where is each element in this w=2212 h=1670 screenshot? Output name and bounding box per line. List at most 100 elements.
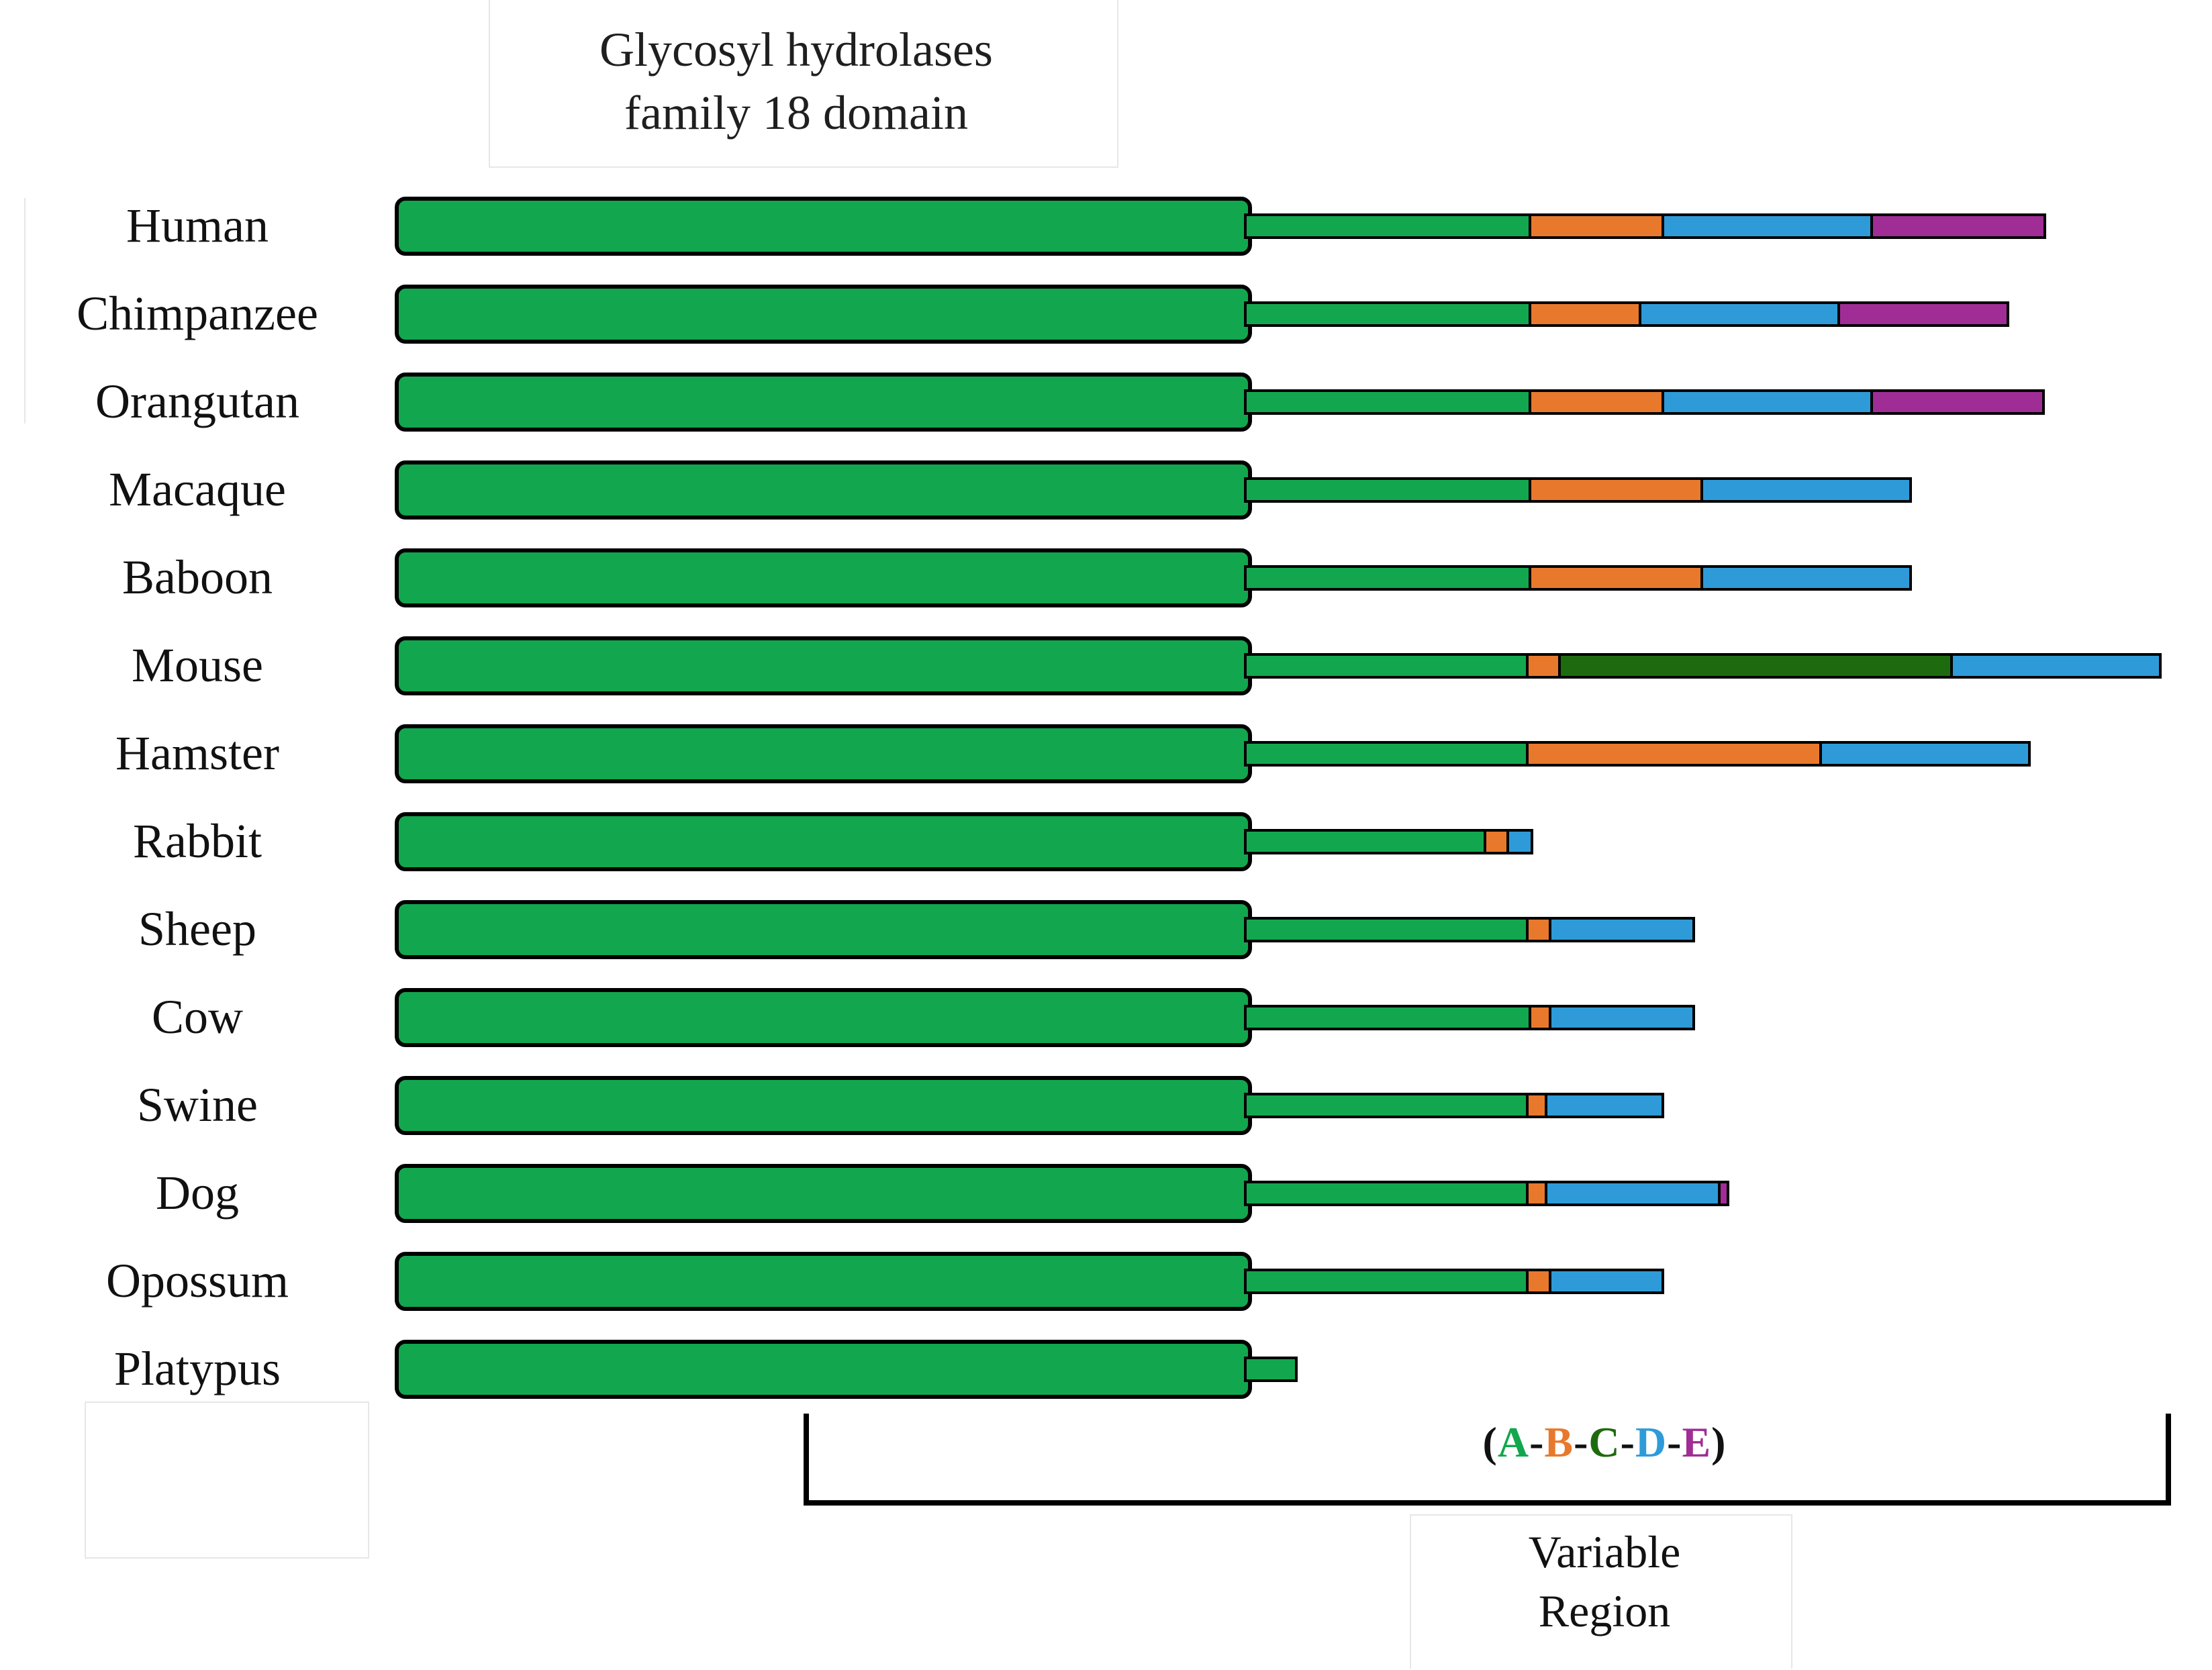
species-label: Platypus bbox=[113, 1342, 281, 1395]
species-row: Human bbox=[0, 182, 2162, 270]
protein-bar bbox=[395, 1251, 1664, 1311]
species-row: Swine bbox=[0, 1061, 2162, 1149]
species-label: Macaque bbox=[109, 462, 286, 516]
segment-A bbox=[1244, 389, 1531, 415]
segment-E bbox=[1837, 301, 2009, 327]
species-label: Hamster bbox=[115, 726, 279, 780]
variable-region-segments bbox=[1244, 916, 1695, 942]
segment-D bbox=[1639, 301, 1840, 327]
segment-A bbox=[1244, 1092, 1529, 1118]
faint-outline-variable-region-box bbox=[1410, 1514, 1792, 1669]
species-label: Rabbit bbox=[133, 814, 262, 868]
legend-paren-open: ( bbox=[1482, 1418, 1498, 1466]
species-row: Chimpanzee bbox=[0, 270, 2162, 358]
segment-D bbox=[1545, 1092, 1664, 1118]
species-label: Swine bbox=[137, 1078, 258, 1132]
variable-region-segments bbox=[1244, 1004, 1695, 1030]
gh18-domain-block bbox=[395, 724, 1252, 783]
gh18-domain-block bbox=[395, 372, 1252, 432]
protein-bar bbox=[395, 460, 1912, 520]
variable-region-label-line2: Region bbox=[1538, 1585, 1671, 1637]
segment-E bbox=[1718, 1180, 1729, 1206]
legend-letter-B: B bbox=[1544, 1418, 1574, 1466]
protein-bar bbox=[395, 812, 1533, 871]
species-label: Cow bbox=[151, 990, 244, 1044]
segment-legend: (A-B-C-D-E) bbox=[1363, 1418, 1846, 1467]
protein-bar bbox=[395, 284, 2009, 344]
variable-region-segments bbox=[1244, 828, 1533, 854]
segment-A bbox=[1244, 740, 1529, 767]
gh18-domain-block bbox=[395, 812, 1252, 871]
species-label: Mouse bbox=[132, 638, 263, 692]
protein-bar bbox=[395, 1075, 1664, 1135]
gh18-domain-block bbox=[395, 196, 1252, 256]
segment-D bbox=[1819, 740, 2031, 767]
variable-region-bracket bbox=[804, 1414, 2171, 1506]
segment-A bbox=[1244, 1004, 1531, 1030]
protein-bar bbox=[395, 1339, 1298, 1399]
segment-A bbox=[1244, 828, 1486, 854]
gh18-domain-block bbox=[395, 548, 1252, 607]
segment-A bbox=[1244, 564, 1531, 591]
protein-bar bbox=[395, 636, 2162, 695]
species-label: Chimpanzee bbox=[77, 287, 318, 340]
legend-separator: - bbox=[1667, 1418, 1682, 1466]
segment-A bbox=[1244, 1268, 1529, 1294]
variable-region-segments bbox=[1244, 564, 1912, 591]
species-label: Human bbox=[126, 199, 269, 252]
gh18-domain-block bbox=[395, 1339, 1252, 1399]
segment-A bbox=[1244, 652, 1529, 679]
species-row: Dog bbox=[0, 1149, 2162, 1237]
segment-B bbox=[1484, 828, 1509, 854]
gh18-domain-block bbox=[395, 460, 1252, 520]
legend-letter-D: D bbox=[1635, 1418, 1668, 1466]
species-label: Orangutan bbox=[95, 375, 299, 428]
species-label: Baboon bbox=[122, 550, 273, 604]
faint-left-line bbox=[24, 198, 26, 424]
segment-B bbox=[1526, 1268, 1551, 1294]
species-row: Platypus bbox=[0, 1325, 2162, 1413]
species-row: Macaque bbox=[0, 446, 2162, 534]
legend-separator: - bbox=[1574, 1418, 1589, 1466]
segment-B bbox=[1529, 564, 1703, 591]
segment-A bbox=[1244, 301, 1531, 327]
segment-C bbox=[1558, 652, 1953, 679]
segment-A bbox=[1244, 1356, 1298, 1382]
segment-B bbox=[1526, 916, 1551, 942]
segment-A bbox=[1244, 477, 1531, 503]
legend-separator: - bbox=[1620, 1418, 1635, 1466]
segment-B bbox=[1529, 389, 1664, 415]
segment-D bbox=[1506, 828, 1533, 854]
segment-D bbox=[1545, 1180, 1721, 1206]
species-row: Rabbit bbox=[0, 797, 2162, 885]
segment-A bbox=[1244, 1180, 1529, 1206]
segment-B bbox=[1529, 213, 1664, 239]
segment-E bbox=[1870, 213, 2046, 239]
segment-B bbox=[1529, 1004, 1551, 1030]
segment-D bbox=[1549, 1268, 1664, 1294]
variable-region-segments bbox=[1244, 301, 2009, 327]
faint-outline-bottom-left-box bbox=[85, 1402, 369, 1559]
segment-D bbox=[1662, 389, 1873, 415]
variable-region-segments bbox=[1244, 1268, 1664, 1294]
figure-title-line2: family 18 domain bbox=[624, 85, 968, 140]
segment-A bbox=[1244, 213, 1531, 239]
gh18-domain-block bbox=[395, 636, 1252, 695]
variable-region-label-line1: Variable bbox=[1528, 1526, 1681, 1577]
species-label: Opossum bbox=[105, 1254, 289, 1308]
protein-bar bbox=[395, 372, 2045, 432]
variable-region-segments bbox=[1244, 1092, 1664, 1118]
segment-B bbox=[1526, 740, 1822, 767]
variable-region-segments bbox=[1244, 740, 2031, 767]
protein-bar bbox=[395, 987, 1695, 1047]
protein-bar bbox=[395, 899, 1695, 959]
legend-letter-C: C bbox=[1588, 1418, 1621, 1466]
legend-letter-E: E bbox=[1682, 1418, 1712, 1466]
segment-D bbox=[1549, 916, 1695, 942]
protein-bar bbox=[395, 196, 2046, 256]
variable-region-segments bbox=[1244, 213, 2046, 239]
species-row: Opossum bbox=[0, 1237, 2162, 1325]
variable-region-label: Variable Region bbox=[1336, 1522, 1873, 1641]
segment-B bbox=[1526, 1092, 1547, 1118]
